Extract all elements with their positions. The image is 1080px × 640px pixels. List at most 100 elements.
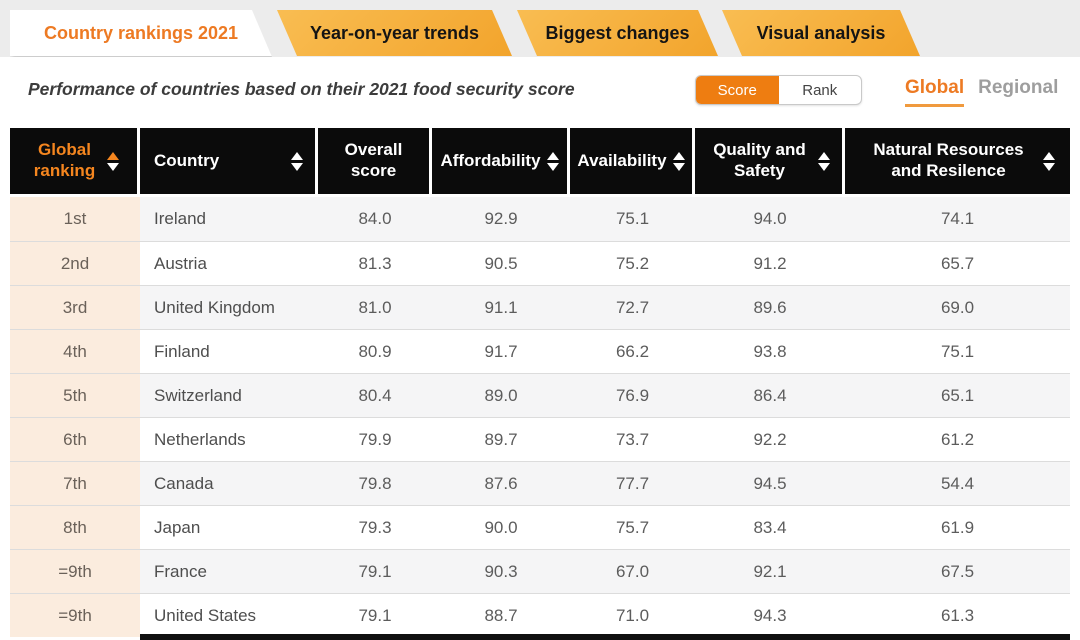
next-row-partial — [140, 634, 1070, 640]
tab-label: Visual analysis — [756, 22, 886, 43]
sort-control[interactable] — [546, 151, 559, 171]
natural-cell: 74.1 — [940, 209, 975, 228]
affordability-cell: 89.7 — [484, 429, 518, 449]
availability-cell: 75.7 — [615, 517, 650, 537]
quality-cell: 93.8 — [753, 341, 787, 361]
overall-score-cell: 79.3 — [358, 517, 392, 537]
quality-cell: 91.2 — [753, 253, 787, 273]
sort-control[interactable] — [106, 151, 119, 171]
overall-score-cell: 79.9 — [358, 429, 392, 449]
table-row[interactable]: 1st Ireland 84.0 92.9 75.1 94.0 74.1 — [10, 197, 1070, 241]
availability-cell: 73.7 — [615, 429, 650, 449]
availability-cell: 75.2 — [615, 253, 650, 273]
availability-cell: 66.2 — [615, 341, 650, 361]
tab-label: Country rankings 2021 — [43, 22, 239, 43]
tab-country-rankings[interactable]: Country rankings 2021 — [10, 10, 272, 56]
country-cell: Canada — [154, 473, 214, 493]
column-header-quality-and-safety[interactable]: Quality and Safety — [695, 128, 845, 194]
table-row[interactable]: 4th Finland 80.9 91.7 66.2 93.8 75.1 — [10, 329, 1070, 373]
column-header-availability[interactable]: Availability — [570, 128, 695, 194]
table-row[interactable]: 3rd United Kingdom 81.0 91.1 72.7 89.6 6… — [10, 285, 1070, 329]
overall-score-cell: 80.9 — [358, 341, 392, 361]
quality-cell: 83.4 — [753, 517, 787, 537]
availability-cell: 67.0 — [615, 561, 650, 581]
tab-background — [10, 10, 272, 56]
sort-asc-icon — [291, 151, 303, 160]
quality-cell: 86.4 — [753, 385, 787, 405]
column-header-affordability[interactable]: Affordability — [432, 128, 570, 194]
quality-cell: 89.6 — [753, 297, 787, 317]
table-row[interactable]: =9th United States 79.1 88.7 71.0 94.3 6… — [10, 593, 1070, 637]
tab-visual-analysis[interactable]: Visual analysis — [722, 10, 920, 56]
country-cell: United Kingdom — [154, 297, 275, 317]
country-cell: Netherlands — [154, 429, 246, 449]
rank-cell: =9th — [10, 594, 140, 637]
column-label: Quality and Safety — [713, 140, 806, 180]
country-cell: France — [154, 561, 207, 581]
availability-cell: 77.7 — [615, 473, 650, 493]
column-header-natural-resources[interactable]: Natural Resources and Resilence — [845, 128, 1070, 194]
natural-cell: 67.5 — [940, 561, 975, 581]
table-row[interactable]: 8th Japan 79.3 90.0 75.7 83.4 61.9 — [10, 505, 1070, 549]
sort-asc-icon — [1042, 151, 1055, 160]
availability-cell: 76.9 — [615, 385, 650, 405]
availability-cell: 71.0 — [615, 605, 650, 625]
natural-cell: 65.7 — [940, 253, 975, 273]
global-scope-link[interactable]: Global — [905, 77, 965, 107]
tab-label: Biggest changes — [545, 22, 690, 43]
column-header-overall-score[interactable]: Overall score — [318, 128, 432, 194]
country-cell: Finland — [154, 341, 210, 361]
natural-cell: 54.4 — [940, 473, 975, 493]
sort-control[interactable] — [672, 151, 685, 171]
quality-cell: 94.0 — [753, 209, 787, 228]
overall-score-cell: 81.3 — [358, 253, 392, 273]
rank-cell: 2nd — [10, 242, 140, 285]
rank-cell: 8th — [10, 506, 140, 549]
natural-cell: 75.1 — [940, 341, 975, 361]
table-row[interactable]: =9th France 79.1 90.3 67.0 92.1 67.5 — [10, 549, 1070, 593]
table-row[interactable]: 7th Canada 79.8 87.6 77.7 94.5 54.4 — [10, 461, 1070, 505]
sort-asc-icon — [672, 151, 685, 160]
score-toggle-button[interactable]: Score — [696, 76, 779, 104]
column-label: Country — [154, 150, 220, 170]
natural-cell: 69.0 — [940, 297, 975, 317]
sort-desc-icon — [1042, 162, 1055, 171]
overall-score-cell: 81.0 — [358, 297, 392, 317]
affordability-cell: 91.7 — [484, 341, 518, 361]
natural-cell: 61.3 — [940, 605, 975, 625]
tab-year-on-year-trends[interactable]: Year-on-year trends — [277, 10, 512, 56]
column-header-global-ranking[interactable]: Global ranking — [10, 128, 140, 194]
sort-desc-icon — [106, 162, 119, 171]
rank-cell: 6th — [10, 418, 140, 461]
sort-desc-icon — [291, 162, 303, 171]
rank-toggle-button[interactable]: Rank — [802, 81, 838, 99]
sort-control[interactable] — [1042, 151, 1055, 171]
availability-cell: 72.7 — [615, 297, 650, 317]
tab-background — [722, 10, 920, 56]
quality-cell: 94.5 — [753, 473, 787, 493]
sub-header: Performance of countries based on their … — [0, 57, 1080, 123]
quality-cell: 92.1 — [753, 561, 787, 581]
country-cell: Switzerland — [154, 385, 242, 405]
rank-cell: =9th — [10, 550, 140, 593]
sort-control[interactable] — [817, 151, 830, 171]
quality-cell: 94.3 — [753, 605, 787, 625]
column-label: Global ranking — [33, 140, 96, 180]
table-row[interactable]: 2nd Austria 81.3 90.5 75.2 91.2 65.7 — [10, 241, 1070, 285]
sort-desc-icon — [672, 162, 685, 171]
column-label: Natural Resources and Resilence — [873, 140, 1024, 180]
tab-background — [277, 10, 512, 56]
rank-cell: 4th — [10, 330, 140, 373]
column-label: Availability — [577, 150, 667, 170]
country-cell: United States — [154, 605, 257, 625]
table-row[interactable]: 6th Netherlands 79.9 89.7 73.7 92.2 61.2 — [10, 417, 1070, 461]
column-header-country[interactable]: Country — [140, 128, 318, 194]
regional-scope-link[interactable]: Regional — [978, 77, 1059, 98]
table-row[interactable]: 5th Switzerland 80.4 89.0 76.9 86.4 65.1 — [10, 373, 1070, 417]
rank-cell: 3rd — [10, 286, 140, 329]
table-header-row: Global ranking Country Overall score Aff… — [10, 128, 1070, 194]
affordability-cell: 89.0 — [484, 385, 518, 405]
tab-biggest-changes[interactable]: Biggest changes — [517, 10, 718, 56]
sort-control[interactable] — [291, 151, 303, 171]
